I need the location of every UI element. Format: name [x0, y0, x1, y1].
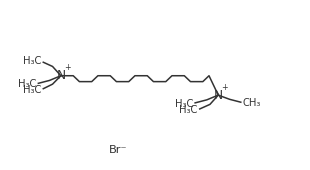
Text: N: N [214, 89, 223, 102]
Text: N: N [56, 69, 65, 82]
Text: H₃C: H₃C [175, 99, 193, 109]
Text: H₃C: H₃C [179, 105, 197, 115]
Text: +: + [64, 63, 70, 72]
Text: H₃C: H₃C [18, 79, 37, 89]
Text: H₃C: H₃C [23, 85, 42, 95]
Text: H₃C: H₃C [23, 56, 42, 66]
Text: CH₃: CH₃ [243, 98, 261, 108]
Text: +: + [221, 82, 228, 91]
Text: Br⁻: Br⁻ [109, 145, 127, 155]
